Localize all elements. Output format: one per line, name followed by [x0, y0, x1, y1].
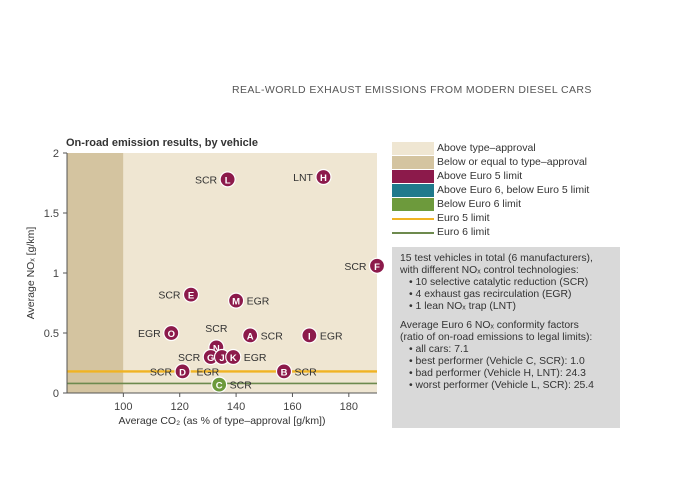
point-technology-label: SCR: [178, 352, 201, 364]
legend-swatch: [392, 170, 434, 183]
legend-label: Euro 5 limit: [437, 212, 490, 224]
point-id-label: D: [179, 367, 186, 378]
plot-region: [123, 153, 377, 393]
data-point: [227, 292, 245, 309]
data-point: [315, 168, 332, 186]
legend-item: Euro 6 limit: [392, 226, 628, 240]
legend-item: Euro 5 limit: [392, 212, 628, 226]
point-id-label: G: [207, 353, 214, 364]
info-text: 15 test vehicles in total (6 manufacture…: [400, 253, 593, 264]
legend-item: Above type–approval: [392, 142, 628, 156]
legend-swatch: [392, 184, 434, 197]
point-technology-label: SCR: [230, 380, 253, 392]
x-tick-label: 120: [171, 401, 189, 413]
point-id-label: F: [374, 262, 380, 273]
info-bullet: • bad performer (Vehicle H, LNT): 24.3: [409, 368, 586, 379]
legend-item: Below Euro 6 limit: [392, 198, 628, 212]
point-technology-label: EGR: [247, 296, 270, 308]
y-tick-label: 1: [53, 268, 59, 280]
point-technology-label: SCR: [158, 290, 181, 302]
legend-swatch: [392, 198, 434, 211]
legend-item: Below or equal to type–approval: [392, 156, 628, 170]
data-point: [301, 327, 318, 344]
y-tick-label: 0.5: [44, 328, 59, 340]
point-technology-label: SCR: [344, 261, 367, 273]
data-point: [242, 327, 259, 344]
chart-title: On-road emission results, by vehicle: [66, 137, 258, 149]
legend-item: Above Euro 5 limit: [392, 170, 628, 184]
info-bullet: • 4 exhaust gas recirculation (EGR): [409, 289, 572, 300]
legend: Above type–approval Below or equal to ty…: [392, 142, 628, 240]
point-id-label: E: [188, 291, 194, 302]
info-bullet: • 10 selective catalytic reduction (SCR): [409, 277, 589, 288]
legend-swatch: [392, 156, 434, 169]
legend-swatch: [392, 142, 434, 155]
legend-label: Above type–approval: [437, 142, 536, 154]
data-point: [174, 363, 191, 380]
data-point: [368, 257, 386, 274]
x-tick-label: 180: [340, 401, 358, 413]
y-tick-label: 2: [53, 148, 59, 160]
point-id-label: B: [281, 367, 288, 378]
data-point: [219, 171, 236, 188]
legend-label: Above Euro 5 limit: [437, 170, 523, 182]
info-text: Average Euro 6 NOₓ conformity factors: [400, 320, 579, 331]
point-technology-label: EGR: [244, 352, 267, 364]
point-id-label: H: [320, 173, 327, 184]
data-point: [182, 286, 200, 303]
plot-region: [67, 153, 124, 393]
point-id-label: J: [219, 353, 224, 364]
y-axis-label: Average NOₓ [g/km]: [25, 227, 37, 320]
page-title: REAL-WORLD EXHAUST EMISSIONS FROM MODERN…: [232, 84, 592, 96]
point-id-label: N: [213, 343, 220, 354]
x-tick-label: 140: [227, 401, 245, 413]
point-id-label: K: [230, 353, 237, 364]
point-technology-label: EGR: [197, 366, 220, 378]
point-technology-label: SCR: [150, 366, 173, 378]
legend-line: [392, 232, 434, 234]
point-technology-label: SCR: [205, 323, 228, 335]
x-tick-label: 160: [283, 401, 301, 413]
info-bullet: • best performer (Vehicle C, SCR): 1.0: [409, 356, 585, 367]
legend-item: Above Euro 6, below Euro 5 limit: [392, 184, 628, 198]
data-point: [275, 363, 293, 380]
info-bullet: • worst performer (Vehicle L, SCR): 25.4: [409, 380, 594, 391]
legend-label: Euro 6 limit: [437, 226, 490, 238]
data-point: [225, 348, 242, 366]
summary-info-box: 15 test vehicles in total (6 manufacture…: [392, 247, 620, 428]
point-id-label: M: [232, 297, 240, 308]
info-bullet: • all cars: 7.1: [409, 344, 469, 355]
legend-label: Above Euro 6, below Euro 5 limit: [437, 184, 590, 196]
x-axis-label: Average CO₂ (as % of type–approval [g/km…: [119, 415, 326, 427]
x-tick-label: 100: [114, 401, 132, 413]
point-technology-label: SCR: [295, 366, 318, 378]
info-bullet: • 1 lean NOₓ trap (LNT): [409, 301, 516, 312]
legend-line: [392, 218, 434, 220]
point-id-label: I: [308, 331, 311, 342]
point-technology-label: EGR: [320, 330, 343, 342]
point-technology-label: EGR: [138, 328, 161, 340]
point-technology-label: SCR: [195, 174, 218, 186]
data-point: [211, 376, 228, 393]
info-text: (ratio of on-road emissions to legal lim…: [400, 332, 593, 343]
y-tick-label: 1.5: [44, 208, 59, 220]
point-id-label: O: [168, 329, 175, 340]
info-text: with different NOₓ control technologies:: [400, 265, 579, 276]
y-tick-label: 0: [53, 388, 59, 400]
point-id-label: A: [247, 331, 254, 342]
point-id-label: L: [225, 175, 231, 186]
legend-label: Below Euro 6 limit: [437, 198, 522, 210]
legend-label: Below or equal to type–approval: [437, 156, 588, 168]
data-point: [163, 324, 180, 342]
point-technology-label: SCR: [261, 330, 284, 342]
point-id-label: C: [216, 381, 223, 392]
point-technology-label: LNT: [293, 172, 313, 184]
